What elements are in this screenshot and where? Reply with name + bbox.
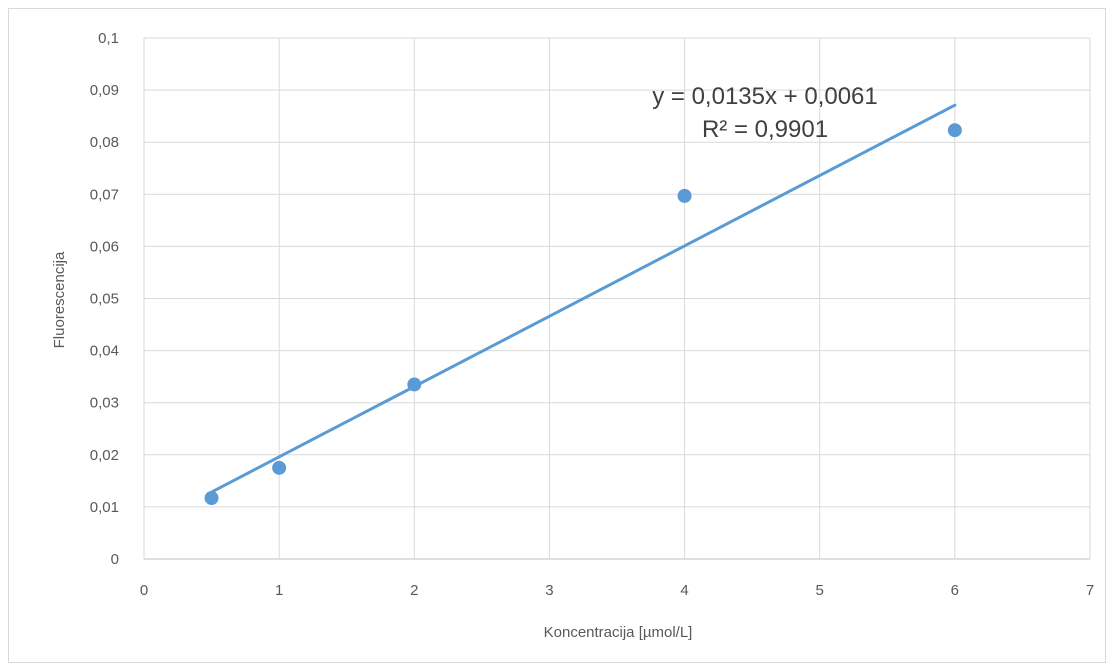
trendline-group xyxy=(210,103,957,494)
y-tick-label: 0,09 xyxy=(90,82,119,99)
y-tick-label: 0,07 xyxy=(90,186,119,203)
x-tick-label: 3 xyxy=(545,582,553,599)
data-points xyxy=(204,123,962,506)
data-point xyxy=(947,123,962,138)
y-tick-label: 0,08 xyxy=(90,134,119,151)
trendline-r2-label: R² = 0,9901 xyxy=(702,116,828,143)
x-axis-ticks: 0 1 2 3 4 5 6 7 xyxy=(140,582,1094,599)
data-point xyxy=(204,491,219,506)
y-axis-title: Fluorescencija xyxy=(51,251,68,348)
y-tick-label: 0,05 xyxy=(90,291,119,308)
x-tick-label: 7 xyxy=(1086,582,1094,599)
y-axis-ticks: 0 0,01 0,02 0,03 0,04 0,05 0,06 0,07 0,08 0,09 0,1 xyxy=(90,30,119,568)
data-point xyxy=(677,188,692,203)
x-axis-title: Koncentracija [µmol/L] xyxy=(544,624,693,641)
y-tick-label: 0,02 xyxy=(90,447,119,464)
data-point xyxy=(272,460,287,475)
y-tick-label: 0,01 xyxy=(90,499,119,516)
y-tick-label: 0,1 xyxy=(98,30,119,47)
x-tick-label: 4 xyxy=(680,582,688,599)
trendline xyxy=(210,103,957,494)
x-tick-label: 1 xyxy=(275,582,283,599)
chart-frame xyxy=(8,8,1106,663)
x-tick-label: 2 xyxy=(410,582,418,599)
gridlines xyxy=(143,37,1091,560)
y-tick-label: 0,06 xyxy=(90,238,119,255)
data-point xyxy=(407,377,422,392)
x-tick-label: 5 xyxy=(816,582,824,599)
y-tick-label: 0,04 xyxy=(90,343,119,360)
trendline-equation-label: y = 0,0135x + 0,0061 xyxy=(652,83,878,110)
x-tick-label: 6 xyxy=(951,582,959,599)
y-tick-label: 0 xyxy=(111,551,119,568)
x-tick-label: 0 xyxy=(140,582,148,599)
y-tick-label: 0,03 xyxy=(90,395,119,412)
